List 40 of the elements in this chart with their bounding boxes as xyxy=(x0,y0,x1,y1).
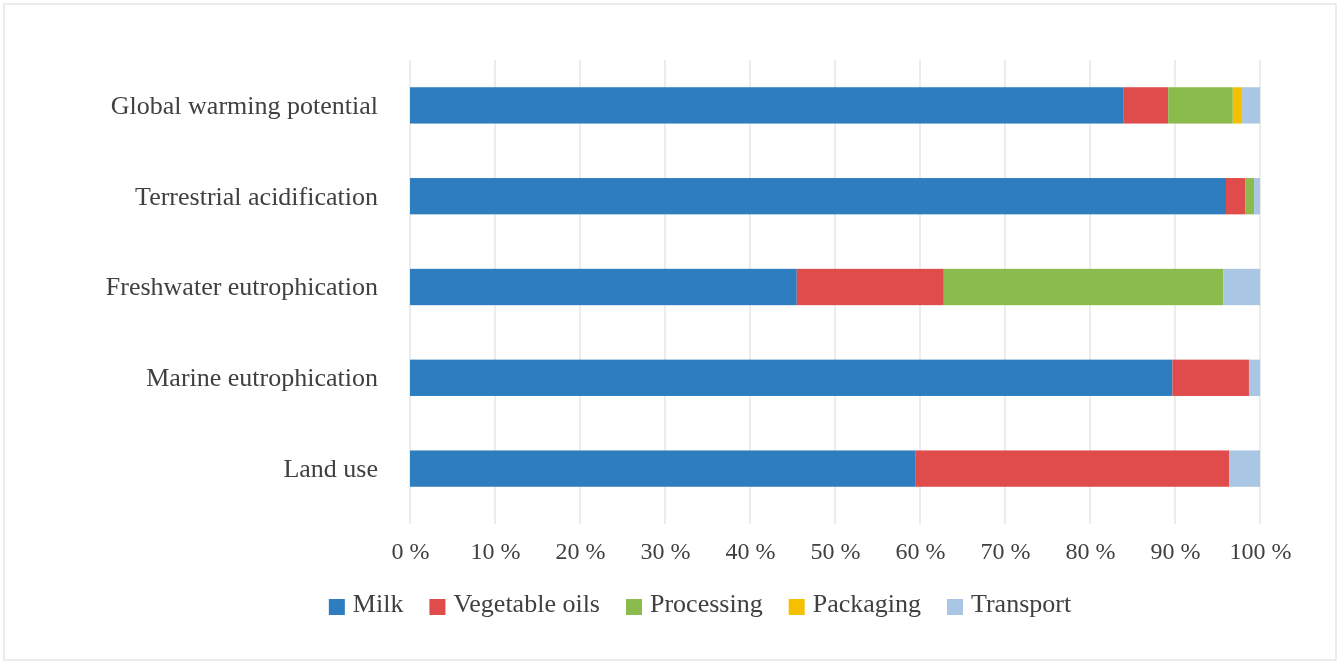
bar xyxy=(1232,87,1243,124)
bar xyxy=(1172,359,1249,396)
x-tick-label: 80 % xyxy=(1065,538,1116,565)
bar xyxy=(1248,359,1260,396)
legend-label: Milk xyxy=(352,589,404,618)
bar xyxy=(1242,87,1260,124)
bar xyxy=(410,178,1226,215)
bar xyxy=(410,87,1124,124)
bar xyxy=(1245,178,1255,215)
x-tick-label: 70 % xyxy=(980,538,1031,565)
legend-label: Transport xyxy=(970,589,1072,618)
bar xyxy=(1254,178,1260,215)
x-tick-label: 40 % xyxy=(725,538,776,565)
x-tick-label: 0 % xyxy=(391,538,430,565)
legend-label: Processing xyxy=(650,589,763,618)
bar xyxy=(1168,87,1233,124)
x-tick-label: 60 % xyxy=(895,538,946,565)
x-tick-label: 30 % xyxy=(640,538,691,565)
bar xyxy=(410,450,916,487)
x-tick-label: 50 % xyxy=(810,538,861,565)
bar xyxy=(915,450,1230,487)
bar xyxy=(943,268,1224,306)
bar xyxy=(1123,87,1169,124)
bar xyxy=(410,359,1173,396)
legend-label: Packaging xyxy=(812,589,921,618)
y-tick-label: Terrestrial acidification xyxy=(135,181,378,211)
bar xyxy=(1223,268,1260,306)
y-tick-label: Marine eutrophication xyxy=(146,363,378,393)
bar xyxy=(796,268,944,306)
bar xyxy=(1229,450,1260,487)
x-tick-label: 90 % xyxy=(1150,538,1201,565)
x-tick-label: 10 % xyxy=(470,538,521,565)
y-tick-label: Freshwater eutrophication xyxy=(105,272,378,302)
x-tick-label: 100 % xyxy=(1229,538,1292,565)
bar xyxy=(1226,178,1246,215)
bar xyxy=(410,268,797,306)
y-tick-label: Land use xyxy=(283,453,378,483)
x-tick-label: 20 % xyxy=(555,538,606,565)
legend-label: Vegetable oils xyxy=(453,589,600,618)
y-tick-label: Global warming potential xyxy=(110,90,378,120)
